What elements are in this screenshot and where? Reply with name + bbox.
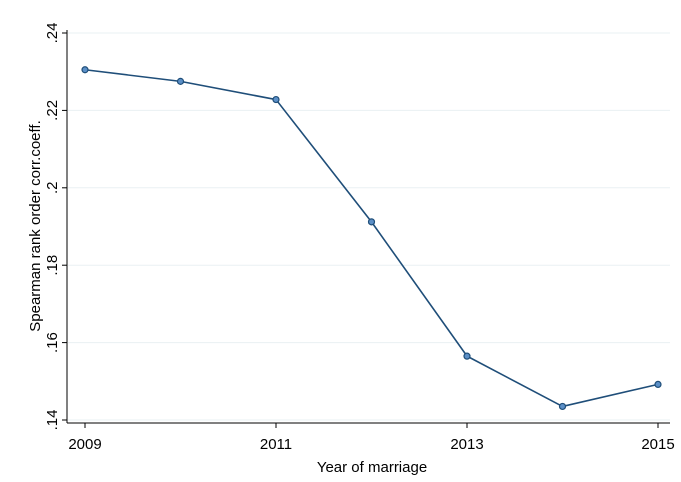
- data-point: [558, 402, 567, 411]
- y-tick-label: .22: [44, 100, 61, 121]
- x-tick-label: 2013: [450, 436, 483, 453]
- data-point: [81, 66, 89, 74]
- y-tick-label: .24: [44, 23, 61, 44]
- data-point: [272, 95, 280, 104]
- x-tick-label: 2011: [260, 436, 292, 453]
- series-layer: [81, 66, 662, 411]
- y-tick-label: .18: [44, 255, 61, 276]
- x-tick-label: 2015: [641, 436, 674, 453]
- gridlines: [68, 32, 670, 421]
- x-axis-title: Year of marriage: [317, 459, 427, 476]
- y-tick-label: .2: [44, 182, 61, 195]
- y-tick-label: .14: [44, 410, 61, 431]
- y-axis-ticks: .14 .16 .18 .2 .22 .24: [44, 23, 67, 431]
- x-tick-label: 2009: [68, 436, 101, 453]
- data-point: [176, 77, 185, 85]
- data-point: [654, 380, 662, 388]
- data-point: [367, 218, 376, 226]
- x-axis-ticks: 2009 2011 2013 2015: [68, 423, 675, 453]
- axes: [66, 30, 670, 424]
- y-tick-label: .16: [44, 332, 61, 353]
- data-point: [463, 352, 471, 360]
- y-axis-title: Spearman rank order corr.coeff.: [27, 120, 44, 332]
